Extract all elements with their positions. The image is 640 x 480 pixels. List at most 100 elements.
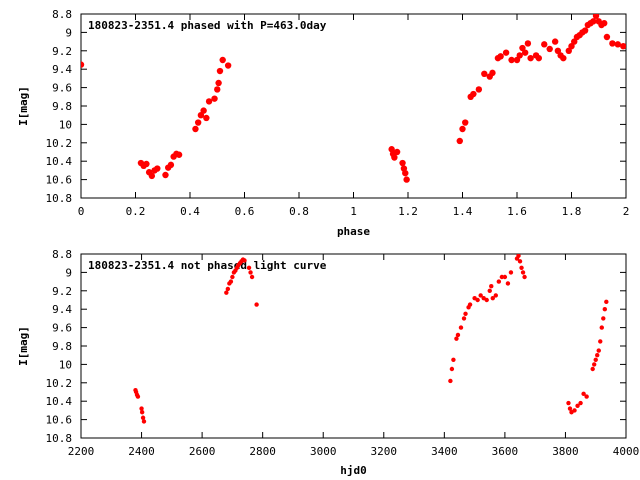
x-tick-label: 3400 [431, 445, 458, 458]
data-point [148, 172, 156, 180]
data-point [604, 299, 609, 305]
x-tick-label: 3800 [552, 445, 579, 458]
data-point [527, 54, 534, 62]
data-point [554, 47, 562, 54]
data-point [192, 125, 199, 133]
data-point [567, 406, 573, 411]
data-point [391, 154, 398, 161]
data-point [521, 49, 529, 56]
data-point [230, 274, 235, 280]
y-tick-label: 9.4 [52, 303, 72, 316]
data-point [451, 357, 456, 362]
data-point [493, 293, 499, 298]
data-point [596, 348, 601, 353]
data-point [197, 112, 205, 119]
data-point [516, 254, 521, 259]
data-points [81, 14, 626, 183]
y-tick-label: 8.8 [52, 248, 72, 261]
x-tick-label: 1.4 [453, 205, 473, 218]
x-tick-label: 2800 [249, 445, 276, 458]
data-point [497, 53, 504, 60]
phased-light-curve-chart: 0 0.2 0.4 0.6 0.8 1 1.2 1.4 1.6 1.8 2 8.8 9 9.2 9.4 9.6… [17, 8, 629, 238]
data-point [581, 27, 589, 34]
x-tick-label: 0.2 [126, 205, 146, 218]
y-tick-label: 10.2 [46, 137, 73, 150]
data-point [211, 95, 218, 102]
data-point [215, 79, 222, 87]
unphased-light-curve-chart: 2200 2400 2600 2800 3000 3200 3400 3600 3800 4000… [17, 248, 639, 477]
x-tick-label: 1.6 [507, 205, 527, 218]
y-tick-label: 9 [65, 26, 72, 39]
data-point [593, 357, 598, 362]
data-point [516, 52, 523, 59]
x-tick-label: 2600 [189, 445, 216, 458]
data-point [254, 302, 259, 307]
data-point [140, 415, 146, 420]
data-point [225, 286, 231, 292]
data-point [167, 161, 175, 169]
data-point [505, 281, 511, 286]
data-point [499, 274, 505, 280]
data-point [565, 47, 572, 54]
x-tick-label: 0 [78, 205, 85, 218]
data-point [458, 325, 464, 330]
data-point [214, 86, 221, 93]
data-point [162, 171, 169, 179]
x-tick-label: 2 [623, 205, 630, 218]
data-point [599, 325, 604, 330]
y-tick-label: 9.6 [52, 82, 72, 95]
y-tick-label: 10.2 [46, 377, 73, 390]
data-point [139, 410, 145, 415]
data-point [614, 41, 622, 48]
data-point [590, 18, 597, 25]
y-tick-label: 10 [59, 118, 72, 131]
x-tick-label: 1.2 [398, 205, 418, 218]
y-tick-label: 10.8 [46, 192, 73, 205]
data-point [81, 61, 85, 68]
x-tick-label: 4000 [613, 445, 640, 458]
data-point [489, 284, 494, 289]
data-point [242, 258, 247, 263]
data-point [249, 274, 255, 280]
x-tick-label: 0.8 [289, 205, 309, 218]
data-point [568, 43, 575, 50]
data-point [484, 297, 489, 303]
x-axis-title: hjd0 [340, 464, 367, 477]
data-point [219, 56, 226, 64]
y-tick-label: 9.8 [52, 340, 72, 353]
data-point [403, 176, 410, 183]
data-point [203, 114, 210, 122]
y-axis-title: I[mag] [17, 86, 30, 126]
data-point [560, 54, 567, 62]
data-point [513, 56, 521, 64]
data-point [546, 45, 553, 53]
data-point [575, 403, 580, 408]
data-point [200, 107, 207, 114]
x-axis-title: phase [337, 225, 370, 238]
data-point [454, 336, 459, 341]
y-tick-label: 9.2 [52, 45, 72, 58]
data-point [224, 62, 232, 69]
data-point [135, 394, 141, 399]
data-point [590, 366, 595, 372]
data-point [502, 274, 508, 280]
data-point [551, 38, 559, 45]
data-point [571, 38, 578, 45]
x-tick-label: 0.6 [235, 205, 255, 218]
y-axis-title: I[mag] [17, 326, 30, 366]
y-tick-label: 9.2 [52, 285, 72, 298]
data-point [459, 125, 466, 133]
data-point [508, 270, 514, 275]
data-point [490, 295, 495, 301]
data-point [463, 311, 468, 316]
data-point [228, 279, 234, 284]
chart-title: 180823-2351.4 not phased light curve [88, 259, 327, 272]
data-point [205, 98, 213, 105]
data-point [595, 353, 600, 358]
data-point [519, 265, 524, 270]
data-point [467, 302, 473, 307]
data-point [248, 270, 253, 275]
x-tick-label: 3000 [310, 445, 337, 458]
